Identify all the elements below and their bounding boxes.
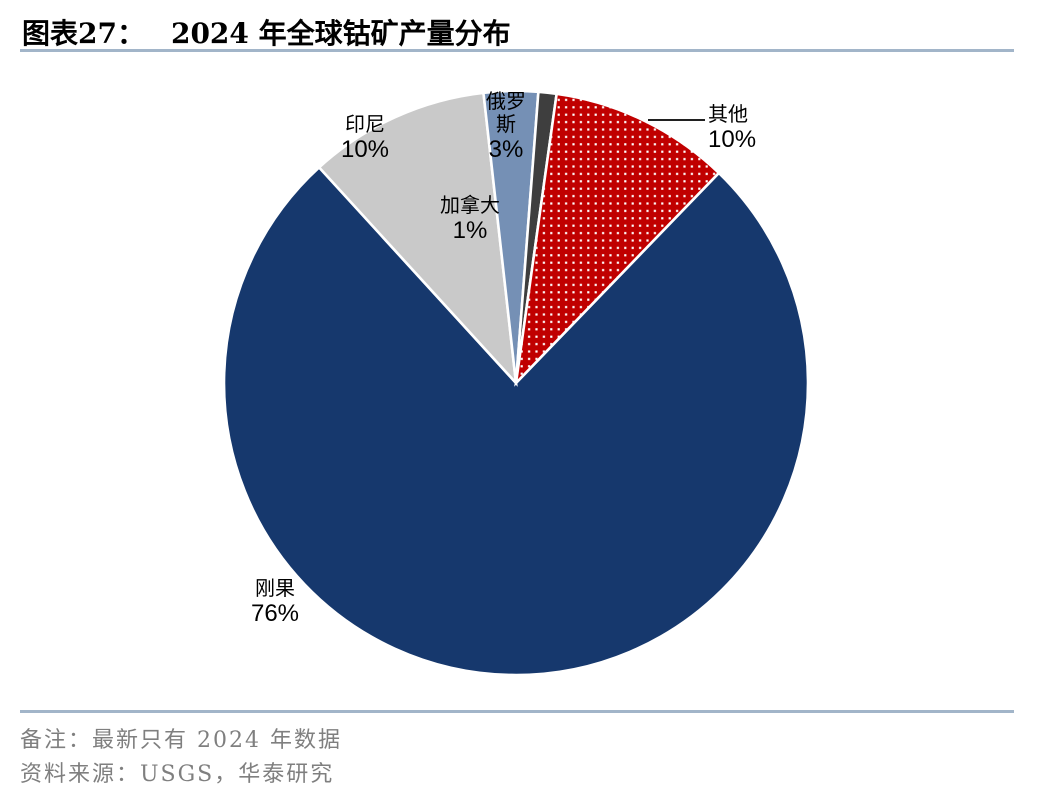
figure-header: 图表27： 2024 年全球钴矿产量分布	[22, 12, 511, 52]
other-pct-text: 10%	[708, 126, 757, 153]
footnote-source: 资料来源：USGS，华泰研究	[20, 762, 335, 787]
congo-label-text: 刚果	[255, 576, 295, 600]
pie-slice-indonesia	[317, 91, 518, 387]
pie-label-other: 其他 10%	[708, 102, 798, 154]
pie-slice-congo	[222, 165, 810, 677]
pie-label-congo: 刚果 76%	[225, 576, 325, 628]
footnote-note: 备注：最新只有 2024 年数据	[20, 728, 342, 753]
congo-pct-text: 76%	[250, 600, 300, 627]
canada-label-text: 加拿大	[440, 193, 500, 217]
figure-label: 图表27：	[22, 17, 145, 50]
pie-label-canada: 加拿大 1%	[420, 193, 520, 245]
russia-pct-text: 3%	[488, 136, 524, 163]
header-divider	[20, 49, 1014, 52]
russia-label-text: 俄罗斯	[486, 89, 526, 136]
pie-label-russia: 俄罗斯 3%	[483, 89, 529, 164]
footer-divider	[20, 710, 1014, 713]
canada-pct-text: 1%	[452, 217, 488, 244]
indonesia-label-text: 印尼	[345, 112, 385, 136]
pie-label-indonesia: 印尼 10%	[315, 112, 415, 164]
indonesia-pct-text: 10%	[340, 136, 390, 163]
pie-slice-other	[514, 92, 721, 387]
other-label-text: 其他	[708, 102, 748, 126]
pie-slices-group	[222, 89, 810, 677]
figure-title: 2024 年全球钴矿产量分布	[170, 17, 511, 50]
